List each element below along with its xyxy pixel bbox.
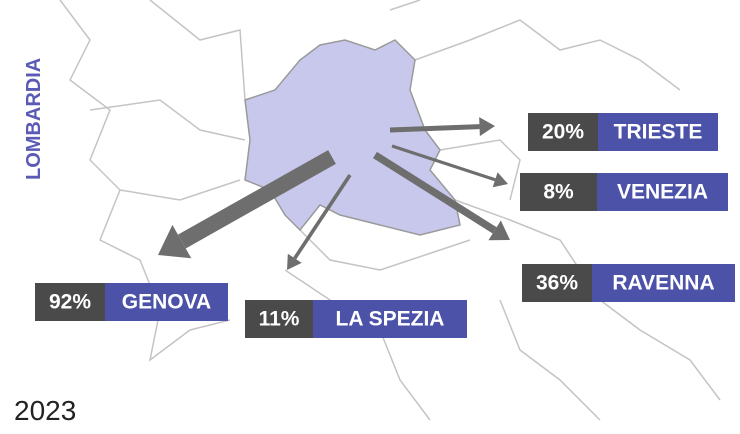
share-label: 20% (542, 121, 584, 144)
border (119, 179, 241, 201)
port-label: VENEZIA (617, 181, 708, 204)
region-name: LOMBARDIA (23, 58, 45, 180)
border (389, 0, 421, 11)
port-label: LA SPEZIA (336, 308, 445, 331)
arrow-head (287, 253, 302, 270)
borders (59, 0, 721, 421)
border (299, 229, 471, 271)
lombardia-area (244, 39, 461, 236)
port-box (597, 173, 728, 211)
flow-arrow (391, 144, 496, 182)
port-label: TRIESTE (614, 121, 703, 144)
port-label: RAVENNA (612, 272, 714, 295)
flow-arrow (373, 151, 497, 234)
share-label: 8% (543, 181, 574, 204)
share-label: 92% (49, 291, 91, 314)
arrow-head (488, 220, 510, 241)
port-box (105, 283, 228, 321)
border (499, 299, 601, 421)
year: 2023 (14, 395, 76, 426)
share-box (528, 113, 598, 151)
port-label: GENOVA (122, 291, 211, 314)
share-box (522, 264, 592, 302)
share-box (35, 283, 105, 321)
flow-arrow (389, 124, 480, 133)
border (89, 99, 246, 141)
border (284, 269, 431, 421)
share-label: 11% (259, 308, 300, 331)
border (439, 139, 521, 201)
border (414, 19, 681, 91)
share-box (245, 300, 313, 338)
port-box (592, 264, 735, 302)
flow-arrow (293, 173, 352, 260)
arrow-head (479, 117, 495, 137)
flow-arrow (177, 150, 336, 249)
port-box (313, 300, 467, 338)
arrow-head (492, 172, 508, 188)
border (149, 0, 246, 101)
arrow-head (158, 224, 192, 259)
share-label: 36% (536, 272, 578, 295)
border (59, 0, 231, 362)
share-box (520, 173, 597, 211)
port-box (598, 113, 718, 151)
